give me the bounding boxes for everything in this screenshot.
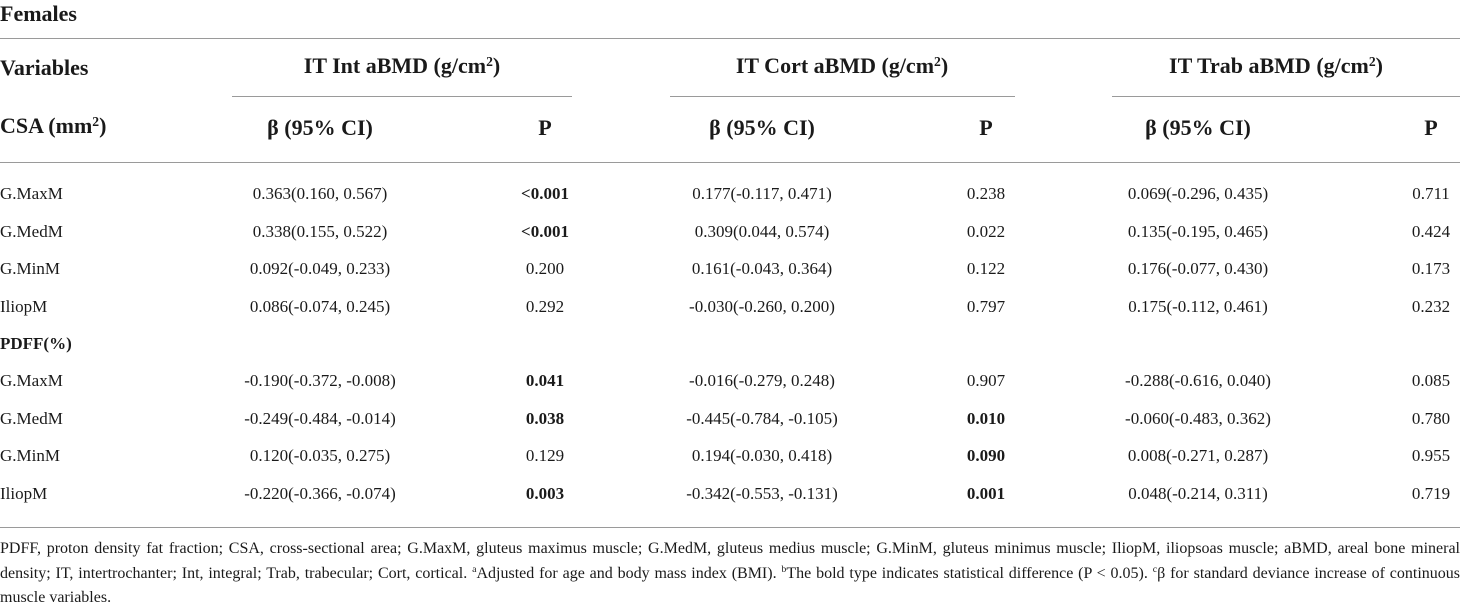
table-cell-cort-p: 0.238 xyxy=(966,184,1006,203)
table-cell-trab-p: 0.719 xyxy=(1411,484,1451,503)
table-cell-int-beta: -0.190(-0.372, -0.008) xyxy=(244,371,396,390)
header-variables: Variables xyxy=(0,55,89,80)
table-cell-int-beta: 0.086(-0.074, 0.245) xyxy=(249,297,391,316)
table-cell-int-beta: 0.120(-0.035, 0.275) xyxy=(249,446,391,465)
footnote-a-text: Adjusted for age and body mass index (BM… xyxy=(476,564,782,582)
header-csa: CSA (mm2) xyxy=(0,113,107,138)
table-cell-trab-beta: 0.048(-0.214, 0.311) xyxy=(1128,484,1268,503)
table-cell-trab-p: 0.424 xyxy=(1411,222,1451,241)
table-cell-cort-p: 0.010 xyxy=(966,409,1006,428)
row-label: IliopM xyxy=(0,484,48,503)
table-cell-trab-beta: 0.175(-0.112, 0.461) xyxy=(1128,297,1268,316)
header-beta-int: β (95% CI) xyxy=(267,115,373,140)
table-cell-trab-beta: 0.008(-0.271, 0.287) xyxy=(1127,446,1269,465)
section-label: PDFF(%) xyxy=(0,334,72,353)
header-p-cort: P xyxy=(979,115,993,140)
table-cell-int-p: <0.001 xyxy=(521,184,569,203)
table-cell-trab-beta: 0.176(-0.077, 0.430) xyxy=(1127,259,1269,278)
table-cell-cort-p: 0.122 xyxy=(966,259,1006,278)
footnote: PDFF, proton density fat fraction; CSA, … xyxy=(0,537,1460,611)
table-cell-int-p: 0.292 xyxy=(525,297,565,316)
row-label: G.MaxM xyxy=(0,184,63,203)
table-cell-trab-beta: 0.135(-0.195, 0.465) xyxy=(1127,222,1269,241)
table-cell-int-beta: 0.363(0.160, 0.567) xyxy=(252,184,388,203)
header-p-int: P xyxy=(538,115,552,140)
table-cell-trab-p: 0.232 xyxy=(1411,297,1451,316)
row-label: G.MinM xyxy=(0,446,60,465)
group-rule-trab xyxy=(1112,96,1460,97)
row-label: IliopM xyxy=(0,297,48,316)
table-cell-cort-p: 0.797 xyxy=(966,297,1006,316)
table-cell-int-p: 0.200 xyxy=(525,259,565,278)
table-cell-cort-beta: 0.177(-0.117, 0.471) xyxy=(692,184,832,203)
table-title: Females xyxy=(0,1,77,26)
footnote-c-text: β for standard deviance increase of cont… xyxy=(0,564,1460,607)
table-cell-int-p: 0.038 xyxy=(525,409,565,428)
header-beta-trab: β (95% CI) xyxy=(1145,115,1251,140)
table-cell-int-p: 0.003 xyxy=(525,484,565,503)
row-label: G.MedM xyxy=(0,222,63,241)
table-cell-int-p: 0.041 xyxy=(525,371,565,390)
footnote-abbreviations: PDFF, proton density fat fraction; CSA, … xyxy=(0,540,1460,582)
table-cell-int-beta: 0.092(-0.049, 0.233) xyxy=(249,259,391,278)
row-label: G.MaxM xyxy=(0,371,63,390)
table-cell-int-beta: 0.338(0.155, 0.522) xyxy=(252,222,388,241)
table-cell-trab-p: 0.173 xyxy=(1411,259,1451,278)
header-p-trab: P xyxy=(1424,115,1438,140)
table-cell-trab-p: 0.711 xyxy=(1412,184,1450,203)
table-cell-trab-p: 0.085 xyxy=(1411,371,1451,390)
table-cell-int-p: <0.001 xyxy=(521,222,569,241)
header-group-cort: IT Cort aBMD (g/cm2) xyxy=(735,53,949,78)
table-cell-int-beta: -0.249(-0.484, -0.014) xyxy=(244,409,396,428)
table-cell-trab-beta: -0.288(-0.616, 0.040) xyxy=(1125,371,1271,390)
row-label: G.MinM xyxy=(0,259,60,278)
table-cell-trab-p: 0.955 xyxy=(1411,446,1451,465)
table-cell-cort-p: 0.001 xyxy=(966,484,1006,503)
header-beta-cort: β (95% CI) xyxy=(709,115,815,140)
header-group-trab: IT Trab aBMD (g/cm2) xyxy=(1169,53,1383,78)
table-cell-cort-p: 0.022 xyxy=(966,222,1006,241)
table-cell-cort-beta: -0.445(-0.784, -0.105) xyxy=(686,409,838,428)
table-cell-cort-p: 0.090 xyxy=(966,446,1006,465)
header-rule xyxy=(0,162,1460,163)
group-rule-cort xyxy=(670,96,1015,97)
table-cell-trab-beta: -0.060(-0.483, 0.362) xyxy=(1125,409,1271,428)
row-label: G.MedM xyxy=(0,409,63,428)
table-cell-cort-beta: 0.309(0.044, 0.574) xyxy=(694,222,830,241)
top-rule xyxy=(0,38,1460,39)
table-cell-cort-beta: -0.016(-0.279, 0.248) xyxy=(689,371,835,390)
group-rule-int xyxy=(232,96,572,97)
table-cell-cort-beta: -0.342(-0.553, -0.131) xyxy=(686,484,838,503)
header-group-int: IT Int aBMD (g/cm2) xyxy=(303,53,501,78)
table-cell-cort-p: 0.907 xyxy=(966,371,1006,390)
footnote-c-marker: c xyxy=(1152,564,1158,576)
footnote-b-text: The bold type indicates statistical diff… xyxy=(786,564,1153,582)
footnote-b-marker: b xyxy=(781,564,787,576)
table-cell-int-p: 0.129 xyxy=(525,446,565,465)
footnote-a-marker: a xyxy=(472,564,477,576)
table-cell-trab-p: 0.780 xyxy=(1411,409,1451,428)
bottom-rule xyxy=(0,527,1460,528)
table-cell-cort-beta: 0.194(-0.030, 0.418) xyxy=(691,446,833,465)
table-cell-cort-beta: -0.030(-0.260, 0.200) xyxy=(689,297,835,316)
table-cell-int-beta: -0.220(-0.366, -0.074) xyxy=(244,484,396,503)
table-cell-trab-beta: 0.069(-0.296, 0.435) xyxy=(1127,184,1269,203)
table-cell-cort-beta: 0.161(-0.043, 0.364) xyxy=(691,259,833,278)
